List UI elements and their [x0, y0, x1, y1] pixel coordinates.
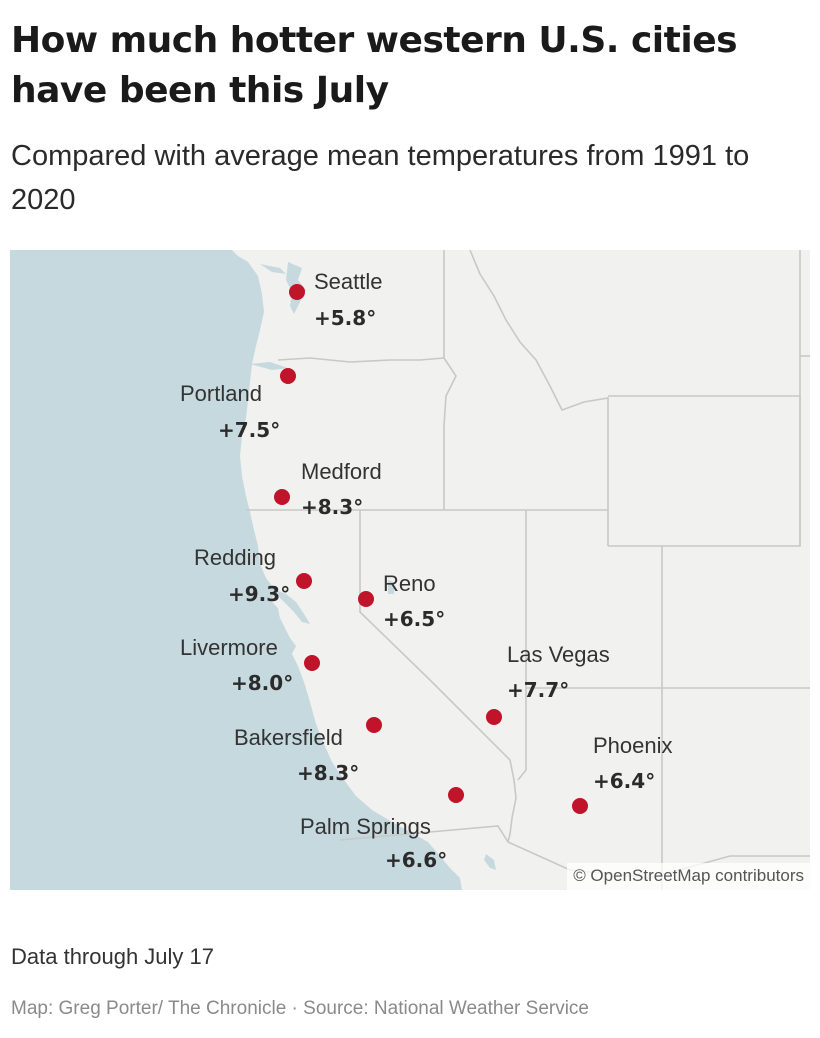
city-label-redding: Redding [194, 545, 276, 570]
source-credit: Map: Greg Porter/ The Chronicle · Source… [11, 998, 589, 1019]
city-value-phoenix: +6.4° [593, 769, 656, 793]
chart-subtitle: Compared with average mean temperatures … [11, 140, 750, 216]
city-label-reno: Reno [383, 571, 436, 596]
city-dot-bakersfield[interactable] [366, 717, 382, 733]
city-dot-las-vegas[interactable] [486, 709, 502, 725]
city-dot-reno[interactable] [358, 591, 374, 607]
chart-title: How much hotter western U.S. cities have… [11, 20, 738, 111]
land [232, 250, 810, 890]
city-value-palm-springs: +6.6° [385, 848, 448, 872]
city-label-phoenix: Phoenix [593, 733, 673, 758]
city-value-reno: +6.5° [383, 607, 446, 631]
city-label-livermore: Livermore [180, 635, 278, 660]
city-label-las-vegas: Las Vegas [507, 642, 610, 667]
sf-bay [276, 590, 310, 624]
map-attribution[interactable]: © OpenStreetMap contributors [567, 863, 810, 890]
basemap [232, 250, 810, 890]
city-dot-phoenix[interactable] [572, 798, 588, 814]
city-dot-seattle[interactable] [289, 284, 305, 300]
city-dot-portland[interactable] [280, 368, 296, 384]
map[interactable]: Seattle +5.8° Portland +7.5° Medford +8.… [10, 250, 810, 890]
city-dot-redding[interactable] [296, 573, 312, 589]
city-value-bakersfield: +8.3° [297, 761, 360, 785]
city-value-redding: +9.3° [228, 582, 291, 606]
city-value-medford: +8.3° [301, 495, 364, 519]
city-value-portland: +7.5° [218, 418, 281, 442]
city-label-seattle: Seattle [314, 269, 383, 294]
city-label-bakersfield: Bakersfield [234, 725, 343, 750]
city-value-seattle: +5.8° [314, 306, 377, 330]
city-label-palm-springs: Palm Springs [300, 814, 431, 839]
city-label-medford: Medford [301, 459, 382, 484]
city-dot-palm-springs[interactable] [448, 787, 464, 803]
city-value-las-vegas: +7.7° [507, 678, 570, 702]
city-dot-livermore[interactable] [304, 655, 320, 671]
city-dot-medford[interactable] [274, 489, 290, 505]
data-note: Data through July 17 [11, 944, 215, 969]
city-value-livermore: +8.0° [231, 671, 294, 695]
city-label-portland: Portland [180, 381, 262, 406]
